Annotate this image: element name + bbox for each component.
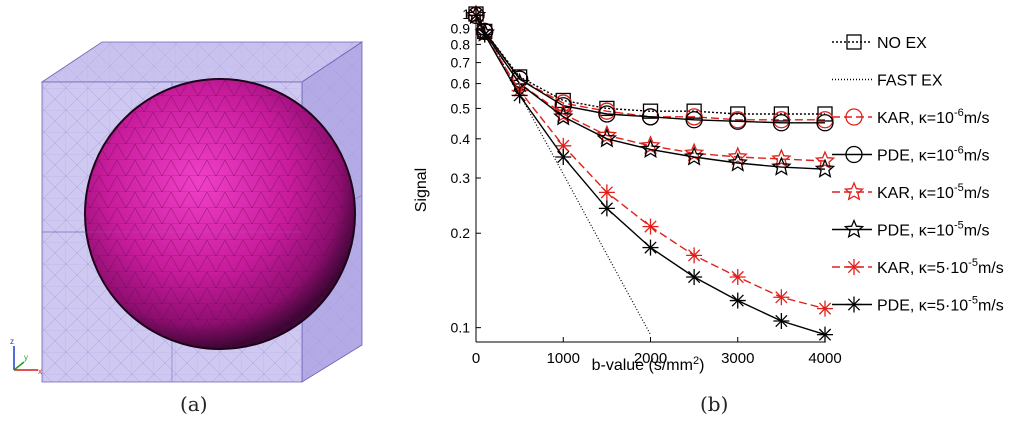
signal-chart-panel: 0 1000 2000 3000 4000 1 0.9 0.8 0.7 0.6 0.5 0.4 0.3 0… <box>400 0 1035 424</box>
series-6-point <box>642 218 659 235</box>
legend-marker <box>845 108 863 126</box>
series-6-point <box>773 289 790 306</box>
series-7-point <box>773 313 790 330</box>
mesh-render: z y x <box>10 41 364 383</box>
series-5-point <box>727 152 748 172</box>
series-6-point <box>686 247 703 264</box>
series-6-point <box>817 300 833 317</box>
series-7-point <box>511 87 528 104</box>
y-tick-label: 0.7 <box>451 55 471 71</box>
caption-b: (b) <box>700 392 729 416</box>
series-3-point <box>598 105 616 123</box>
axis-x-label: x <box>38 367 42 376</box>
series-0-point <box>773 106 790 122</box>
series-3-point <box>729 112 747 130</box>
legend-label: PDE, κ=5·10-5m/s <box>877 295 1004 315</box>
series-4-point <box>814 150 836 170</box>
axis-z-label: z <box>10 337 14 346</box>
legend-label: KAR, κ=10-6m/s <box>877 107 990 127</box>
series-5-point <box>553 106 574 126</box>
y-tick-label: 0.3 <box>451 170 471 186</box>
y-tick-label: 0.6 <box>451 76 471 92</box>
series-line-2 <box>475 15 825 121</box>
series-7-point <box>686 269 703 286</box>
chart-legend: NO EX FAST EX KAR, κ=10-6m/s PDE, κ=10-6m/s… <box>832 34 1004 315</box>
x-tick-label: 1000 <box>547 350 580 367</box>
legend-marker <box>846 296 862 313</box>
series-5-point <box>640 138 661 159</box>
series-4-point <box>727 146 748 166</box>
series-7-point <box>555 149 572 166</box>
legend-label: NO EX <box>877 35 927 52</box>
legend-label: PDE, κ=10-6m/s <box>877 145 990 165</box>
x-tick-label: 4000 <box>808 350 841 367</box>
axes-triad: z y x <box>10 337 42 376</box>
x-tick-label: 3000 <box>721 350 754 367</box>
series-line-0 <box>475 13 825 115</box>
series-line-5 <box>475 15 826 170</box>
x-tick-label: 2000 <box>634 350 667 367</box>
x-axis-label: b-value (s/mm2) <box>592 355 705 374</box>
y-tick-label: 0.2 <box>451 225 471 241</box>
mesh-figure-panel: z y x <box>0 0 400 424</box>
legend-marker <box>843 181 865 201</box>
legend-marker <box>846 259 862 275</box>
series-5-point <box>814 158 836 178</box>
y-tick-label: 0.8 <box>451 36 471 52</box>
axis-y-label: y <box>24 353 28 362</box>
legend-label: PDE, κ=10-5m/s <box>877 220 990 240</box>
series-line-7 <box>475 15 826 336</box>
series-7-point <box>729 292 746 309</box>
series-7-point <box>817 326 833 343</box>
y-tick-label: 1 <box>462 6 470 22</box>
legend-marker <box>843 218 865 239</box>
caption-a: (a) <box>180 392 208 416</box>
series-line-6 <box>475 15 826 310</box>
series-7-point <box>476 26 493 43</box>
series-3-point <box>685 111 703 129</box>
y-tick-label: 0.1 <box>451 320 471 336</box>
legend-label: FAST EX <box>877 73 943 90</box>
series-6-point <box>598 184 615 201</box>
y-tick-label: 0.9 <box>451 20 471 36</box>
legend-label: KAR, κ=5·10-5m/s <box>877 257 1004 277</box>
series-0-point <box>642 103 659 119</box>
legend-marker <box>845 145 863 164</box>
series-5-point <box>596 128 617 148</box>
legend-marker <box>846 34 862 50</box>
series-7-point <box>642 239 659 256</box>
series-5-point <box>684 146 705 166</box>
series-line-3 <box>475 15 825 124</box>
series-3-point <box>816 114 834 132</box>
y-axis-label: Signal <box>413 168 430 212</box>
series-line-1 <box>475 13 652 335</box>
series-7-point <box>468 7 484 24</box>
x-tick-label: 0 <box>472 350 480 367</box>
series-7-point <box>598 200 615 217</box>
series-4-point <box>771 148 792 168</box>
series-5-point <box>771 156 792 176</box>
series-3-point <box>641 108 660 126</box>
signal-chart: 0 1000 2000 3000 4000 10.90.8 0.7 0.6 0.5 0.4 0.3 0… <box>413 4 1004 374</box>
y-tick-label: 0.5 <box>451 100 471 116</box>
series-0-point <box>686 103 702 119</box>
legend-label: KAR, κ=10-5m/s <box>877 182 990 202</box>
series-6-point <box>729 269 746 286</box>
y-tick-label: 0.4 <box>451 131 471 147</box>
series-3-point <box>772 114 791 132</box>
series-0-point <box>817 106 833 122</box>
